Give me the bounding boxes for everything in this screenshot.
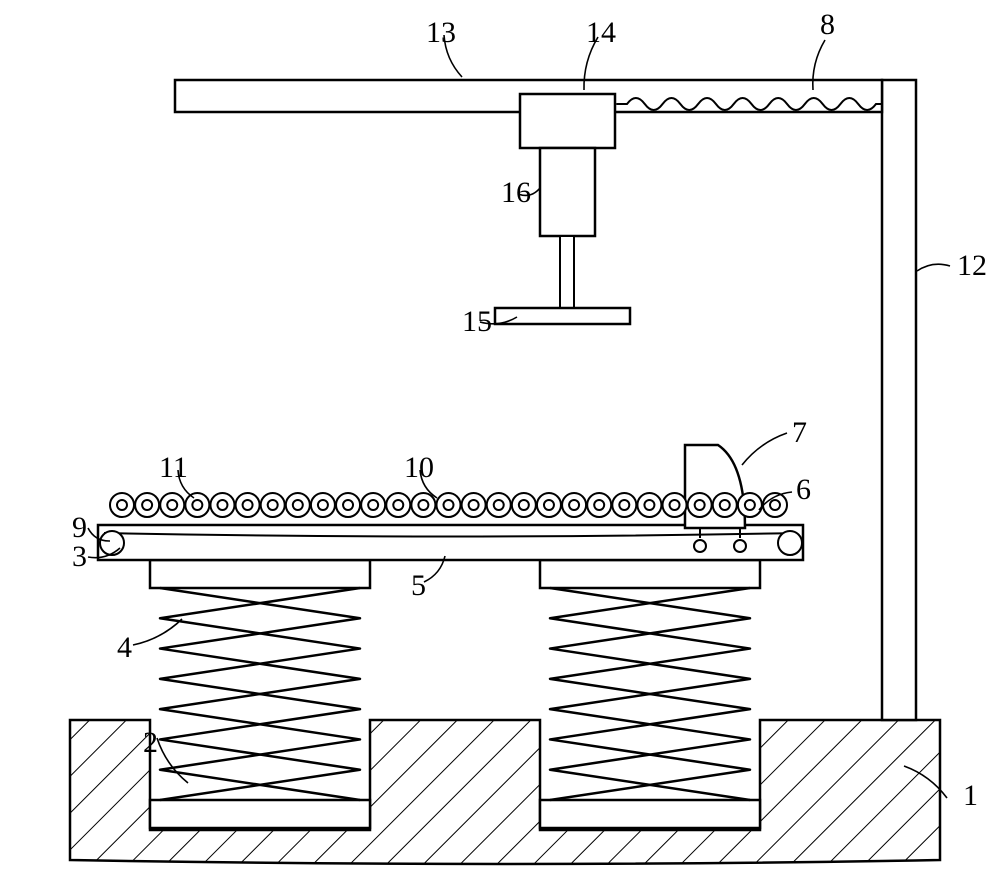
carriage-block [520,94,615,148]
feed-ball-outer [462,493,486,517]
leader-line [133,619,182,645]
feed-ball-outer [637,493,661,517]
carriage-roller [734,540,746,552]
feed-ball-outer [512,493,536,517]
feed-ball-outer [110,493,134,517]
feed-ball-outer [361,493,385,517]
callout-label-6: 6 [796,473,811,506]
callout-label-1: 1 [963,779,978,812]
callout-label-10: 10 [404,451,434,484]
piston-rod [560,236,574,308]
callout-label-9: 9 [72,511,87,544]
feed-ball-outer [185,493,209,517]
support-column [882,80,916,720]
feed-ball-outer [135,493,159,517]
callout-label-3: 3 [72,540,87,573]
feed-ball-outer [537,493,561,517]
feed-ball-outer [311,493,335,517]
scissor-arm [550,588,750,800]
callout-label-5: 5 [411,569,426,602]
scissor-arm [160,588,360,800]
feed-ball-outer [713,493,737,517]
callout-label-15: 15 [462,305,492,338]
feed-ball-outer [612,493,636,517]
scissor-plate [540,560,760,588]
leader-line [157,738,188,783]
base-hatched-region [20,710,990,880]
feed-ball-outer [286,493,310,517]
feed-ball-outer [160,493,184,517]
feed-ball-outer [738,493,762,517]
callout-label-8: 8 [820,8,835,41]
callout-label-16: 16 [501,176,531,209]
feed-ball-outer [437,493,461,517]
feed-ball-outer [411,493,435,517]
feed-ball-outer [336,493,360,517]
feed-ball-outer [386,493,410,517]
callout-label-14: 14 [586,16,616,49]
callout-label-12: 12 [957,249,987,282]
feed-ball-outer [261,493,285,517]
feed-ball-outer [487,493,511,517]
callout-label-7: 7 [792,416,807,449]
press-cylinder [540,148,595,236]
press-head [495,308,630,324]
carriage-roller [694,540,706,552]
feed-ball-outer [688,493,712,517]
end-roller [778,531,802,555]
scissor-plate [150,560,370,588]
feed-ball-outer [210,493,234,517]
end-roller [100,531,124,555]
callout-label-13: 13 [426,16,456,49]
feed-ball-outer [236,493,260,517]
scissor-plate [150,800,370,828]
feed-ball-outer [587,493,611,517]
callout-label-4: 4 [117,631,132,664]
feed-ball-outer [663,493,687,517]
leader-line [742,433,787,465]
callout-label-11: 11 [159,451,188,484]
scissor-plate [540,800,760,828]
feed-ball-outer [562,493,586,517]
leader-line [917,264,950,271]
callout-label-2: 2 [143,726,158,759]
